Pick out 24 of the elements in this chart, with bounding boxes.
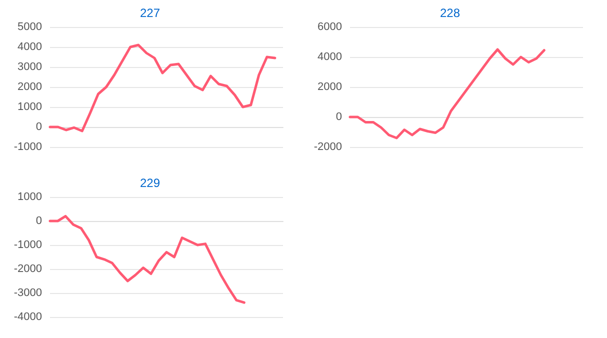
y-tick-label: 0 (36, 121, 42, 133)
y-tick-label: -3000 (14, 287, 42, 299)
y-tick-label: 1000 (18, 101, 42, 113)
chart-title: 228 (440, 6, 460, 20)
line-series (348, 48, 546, 140)
chart-title: 229 (140, 176, 160, 190)
y-tick-label: -2000 (314, 141, 342, 153)
y-tick-label: 2000 (18, 81, 42, 93)
y-tick-label: 2000 (318, 81, 342, 93)
y-tick-label: -4000 (14, 311, 42, 323)
y-tick-label: -1000 (14, 239, 42, 251)
y-tick-label: -1000 (14, 141, 42, 153)
y-tick-label: 5000 (18, 21, 42, 33)
y-tick-label: 4000 (18, 41, 42, 53)
y-tick-label: 0 (36, 215, 42, 227)
y-tick-label: -2000 (14, 263, 42, 275)
line-series (48, 214, 246, 304)
y-tick-label: 1000 (18, 191, 42, 203)
chart-title: 227 (140, 6, 160, 20)
line-series (48, 44, 276, 132)
y-tick-label: 6000 (318, 21, 342, 33)
y-tick-label: 3000 (18, 61, 42, 73)
y-tick-label: 0 (336, 111, 342, 123)
y-tick-label: 4000 (318, 51, 342, 63)
